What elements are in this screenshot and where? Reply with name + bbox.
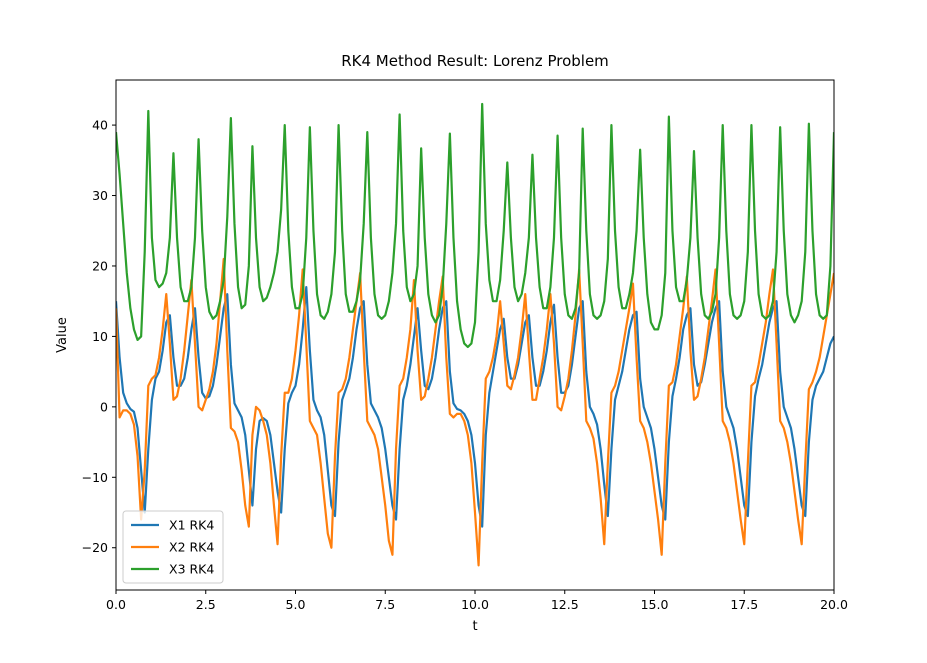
- x-tick-label: 17.5: [730, 597, 758, 612]
- plot-area: [116, 102, 834, 567]
- series-line: [116, 286, 834, 528]
- x-axis-label: t: [472, 619, 477, 634]
- chart-title: RK4 Method Result: Lorenz Problem: [341, 52, 609, 70]
- x-tick-label: 20.0: [820, 597, 848, 612]
- y-axis-label: Value: [55, 317, 70, 353]
- y-tick-label: 20: [92, 258, 108, 273]
- x-tick-label: 15.0: [641, 597, 669, 612]
- y-tick-label: −20: [82, 540, 108, 555]
- legend-label: X2 RK4: [169, 540, 214, 555]
- legend-label: X3 RK4: [169, 562, 214, 577]
- y-tick-label: 40: [92, 118, 108, 133]
- y-tick-label: 30: [92, 188, 108, 203]
- x-tick-label: 10.0: [461, 597, 489, 612]
- x-tick-label: 5.0: [286, 597, 306, 612]
- y-tick-label: −10: [82, 470, 108, 485]
- series-line: [116, 257, 834, 567]
- y-tick-label: 0: [100, 399, 108, 414]
- series-line: [116, 102, 834, 349]
- x-tick-label: 2.5: [196, 597, 216, 612]
- x-tick-label: 7.5: [375, 597, 395, 612]
- legend-box: [122, 510, 224, 584]
- y-tick-label: 10: [92, 329, 108, 344]
- legend-label: X1 RK4: [169, 518, 214, 533]
- x-tick-label: 12.5: [551, 597, 579, 612]
- x-tick-label: 0.0: [106, 597, 126, 612]
